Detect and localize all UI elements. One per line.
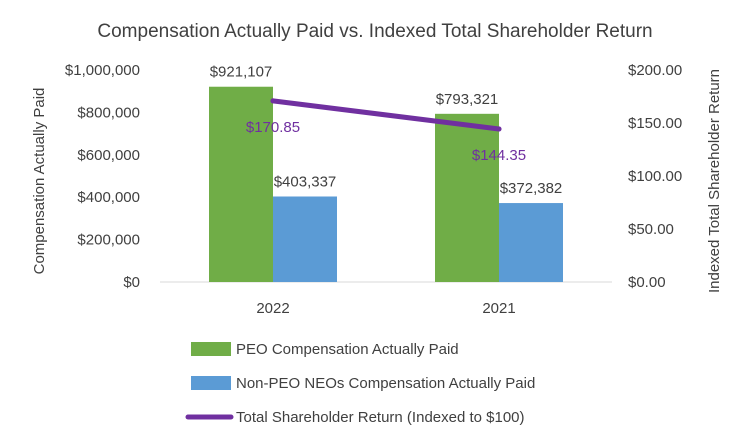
y-tick-label: $0 xyxy=(123,274,140,291)
bar xyxy=(435,113,499,282)
legend-label: Total Shareholder Return (Indexed to $10… xyxy=(236,409,525,426)
tsr-data-label: $170.85 xyxy=(246,119,300,136)
bar-data-label: $372,382 xyxy=(500,180,563,197)
x-tick-label: 2022 xyxy=(256,300,289,317)
legend-label: PEO Compensation Actually Paid xyxy=(236,341,459,358)
legend-label: Non-PEO NEOs Compensation Actually Paid xyxy=(236,375,535,392)
y-tick-label: $800,000 xyxy=(77,104,140,121)
y2-tick-label: $100.00 xyxy=(628,168,682,185)
legend-swatch xyxy=(191,342,231,356)
legend-swatch xyxy=(191,376,231,390)
bar xyxy=(273,196,337,282)
tsr-point xyxy=(496,126,502,132)
y-tick-label: $400,000 xyxy=(77,189,140,206)
tsr-point xyxy=(270,98,276,104)
chart-title: Compensation Actually Paid vs. Indexed T… xyxy=(97,21,652,42)
y-tick-label: $200,000 xyxy=(77,232,140,249)
y-tick-label: $1,000,000 xyxy=(65,62,140,79)
y-tick-label: $600,000 xyxy=(77,147,140,164)
bar-data-label: $403,337 xyxy=(274,173,337,190)
tsr-line xyxy=(270,98,502,132)
y2-axis-title: Indexed Total Shareholder Return xyxy=(706,69,723,293)
bar-data-label: $793,321 xyxy=(436,91,499,108)
y-axis-title: Compensation Actually Paid xyxy=(31,88,48,275)
x-tick-label: 2021 xyxy=(482,300,515,317)
y2-tick-label: $200.00 xyxy=(628,62,682,79)
y2-tick-label: $150.00 xyxy=(628,115,682,132)
bar xyxy=(209,86,273,283)
bar-data-label: $921,107 xyxy=(210,64,273,81)
y2-tick-label: $50.00 xyxy=(628,221,674,238)
legend: PEO Compensation Actually Paid Non-PEO NE… xyxy=(185,341,535,426)
bar xyxy=(499,203,563,282)
y2-tick-label: $0.00 xyxy=(628,274,666,291)
plot-area: $0 $200,000 $400,000 $600,000 $800,000 $1,000… xyxy=(65,62,682,317)
tsr-data-label: $144.35 xyxy=(472,147,526,164)
